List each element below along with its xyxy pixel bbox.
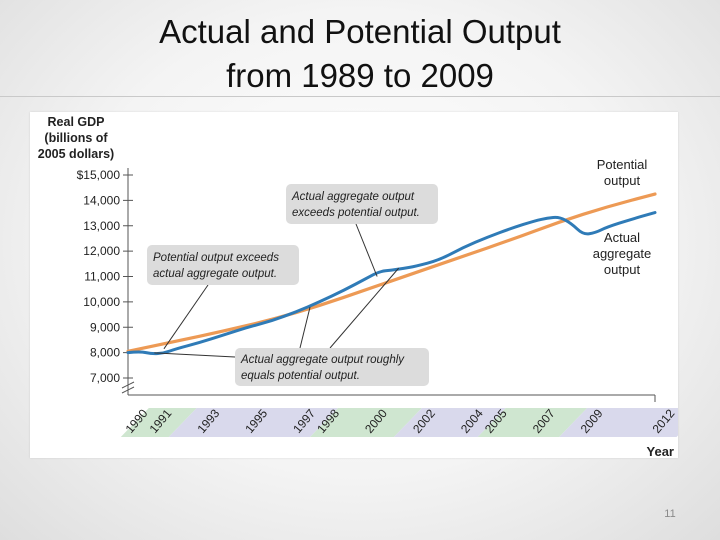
y-tick-label: 8,000 xyxy=(90,346,120,360)
data-point xyxy=(223,334,224,335)
annotation-leader-line xyxy=(355,223,378,277)
y-tick-label: 11,000 xyxy=(84,270,120,284)
data-point xyxy=(606,206,607,207)
data-point xyxy=(463,247,464,248)
axis-break-mark xyxy=(121,381,135,394)
data-point xyxy=(139,351,140,352)
data-point xyxy=(654,193,655,194)
annotation-callout: Actual aggregate output roughly equals po… xyxy=(154,267,429,386)
year-band-segment xyxy=(120,408,197,437)
data-point xyxy=(583,234,584,235)
data-point xyxy=(547,218,548,219)
y-axis-title-line: Real GDP xyxy=(48,115,105,129)
data-point xyxy=(199,342,200,343)
y-tick-label: 9,000 xyxy=(90,320,120,334)
potential-output-label: output xyxy=(604,173,641,188)
x-axis-title: Year xyxy=(647,444,674,458)
data-point xyxy=(319,301,320,302)
annotation-callout: Potential output exceeds actual aggregate… xyxy=(147,245,299,350)
data-point xyxy=(415,266,416,267)
annotation-leader-line xyxy=(163,284,209,350)
year-band-segment xyxy=(559,408,678,437)
data-point xyxy=(343,290,344,291)
data-point xyxy=(439,259,440,260)
data-point xyxy=(535,220,536,221)
data-point xyxy=(295,311,296,312)
data-point xyxy=(247,327,248,328)
potential-output-line xyxy=(126,192,657,353)
year-band-segment xyxy=(310,408,422,437)
annotation-leader-line xyxy=(299,306,311,349)
title-divider xyxy=(0,96,720,97)
y-axis-title-line: (billions of xyxy=(44,131,108,145)
data-point xyxy=(151,353,152,354)
annotation-leader-line xyxy=(154,352,236,358)
annotation-text: Actual aggregate output xyxy=(291,191,415,203)
data-point xyxy=(571,223,572,224)
chart-panel: Real GDP (billions of 2005 dollars) $15,000… xyxy=(30,112,678,458)
actual-output-label: Actual xyxy=(604,230,640,245)
potential-output-label: Potential xyxy=(597,157,648,172)
data-point xyxy=(595,232,596,233)
data-point xyxy=(127,352,128,353)
data-point xyxy=(379,271,380,272)
data-point xyxy=(559,216,560,217)
actual-output-label: aggregate xyxy=(593,246,652,261)
data-point xyxy=(559,221,560,222)
data-point xyxy=(367,277,368,278)
data-point xyxy=(630,219,631,220)
annotation-box xyxy=(147,245,299,285)
annotation-text: Actual aggregate output roughly xyxy=(240,354,405,366)
data-point xyxy=(654,212,655,213)
annotation-leader-line xyxy=(329,267,400,349)
data-point xyxy=(271,320,272,321)
data-point xyxy=(403,268,404,269)
y-tick-label: 14,000 xyxy=(83,193,120,207)
data-point xyxy=(391,270,392,271)
slide-title-line-2: from 1989 to 2009 xyxy=(226,57,494,94)
annotation-text: actual aggregate output. xyxy=(153,268,277,280)
data-point xyxy=(367,289,368,290)
data-point xyxy=(463,256,464,257)
year-band-segment xyxy=(477,408,588,437)
y-tick-label: 10,000 xyxy=(83,295,120,309)
data-point xyxy=(415,272,416,273)
annotation-box xyxy=(286,184,438,224)
data-point xyxy=(175,348,176,349)
gdp-chart: Real GDP (billions of 2005 dollars) $15,000… xyxy=(38,115,678,458)
data-point xyxy=(511,228,512,229)
data-point xyxy=(487,237,488,238)
annotation-box xyxy=(235,348,429,386)
annotation-text: equals potential output. xyxy=(241,370,360,382)
data-point xyxy=(511,239,512,240)
actual-output-label: output xyxy=(604,262,641,277)
y-tick-label: $15,000 xyxy=(77,168,121,182)
data-point xyxy=(223,330,224,331)
year-band-segment xyxy=(168,408,339,437)
y-tick-label: 7,000 xyxy=(90,371,120,385)
year-band-segment xyxy=(393,408,506,437)
y-axis-title-line: 2005 dollars) xyxy=(38,147,114,161)
potential-output-series xyxy=(126,192,657,353)
annotation-text: exceeds potential output. xyxy=(292,207,420,219)
slide-number: 11 xyxy=(664,508,676,520)
data-point xyxy=(606,226,607,227)
y-tick-label: 13,000 xyxy=(83,219,120,233)
y-tick-label: 12,000 xyxy=(83,244,120,258)
slide-title: Actual and Potential Output from 1989 to… xyxy=(0,10,720,98)
slide-title-line-1: Actual and Potential Output xyxy=(159,13,561,50)
annotation-text: Potential output exceeds xyxy=(153,252,279,264)
data-point xyxy=(175,341,176,342)
data-point xyxy=(319,305,320,306)
annotation-callout: Actual aggregate output exceeds potential… xyxy=(286,184,438,277)
